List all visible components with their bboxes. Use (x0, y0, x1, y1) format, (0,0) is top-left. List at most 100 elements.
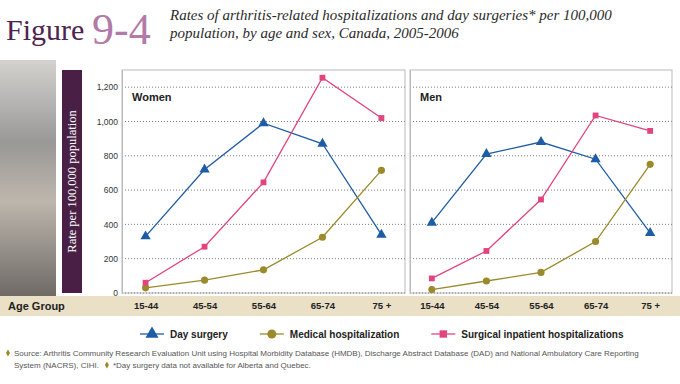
marker (429, 276, 435, 282)
chart-container: Figure9-4Rates of arthritis-related hosp… (0, 0, 680, 384)
legend-swatch (145, 326, 158, 337)
y-tick-label: 600 (104, 185, 118, 195)
x-tick-label: 65-74 (584, 300, 609, 311)
text-line: population, by age and sex, Canada, 2005… (169, 25, 459, 41)
plot-area (140, 75, 386, 292)
marker (647, 161, 654, 168)
text-line: Source: Arthritis Community Research Eva… (14, 349, 639, 358)
series-line (146, 123, 382, 236)
grid-line (410, 224, 672, 225)
source: Source: Arthritis Community Research Eva… (14, 349, 639, 370)
legend-label: Day surgery (170, 329, 228, 340)
x-tick-label: 55-64 (252, 300, 277, 311)
marker (481, 148, 491, 157)
marker (199, 164, 209, 173)
legend-label: Surgical inpatient hospitalizations (461, 329, 624, 340)
marker (261, 179, 267, 185)
y-tick-label: 0 (113, 288, 118, 298)
series-line (432, 142, 650, 233)
y-tick-label: 200 (104, 254, 118, 264)
marker (319, 234, 326, 241)
legend-item: Surgical inpatient hospitalizations (431, 329, 624, 340)
y-tick-label: 1,200 (97, 82, 119, 92)
y-tick: 1,200 (97, 82, 122, 92)
y-axis: 0 200 400 600 800 1,000 1,200 (97, 71, 123, 299)
x-tick-label: 55-64 (529, 300, 554, 311)
y-tick-label: 800 (104, 151, 118, 161)
marker (143, 280, 149, 286)
x-axis-title: Age Group (8, 300, 65, 312)
x-axis: 15-44 45-54 55-64 65-74 75 + (134, 297, 392, 311)
y-axis-line (410, 71, 411, 294)
marker (202, 244, 208, 250)
legend-item: Medical hospitalization (260, 329, 399, 340)
marker (378, 167, 385, 174)
marker (317, 138, 327, 147)
plot-area (427, 113, 656, 293)
grid-line (410, 121, 672, 122)
marker (201, 277, 208, 284)
marker (537, 269, 544, 276)
legend-label: Medical hospitalization (290, 329, 399, 340)
grid-line (122, 258, 405, 259)
grid-line (122, 224, 405, 225)
note: *Day surgery data not available for Albe… (113, 361, 311, 370)
x-tick: 15-44 (420, 297, 445, 311)
panel: 0 200 400 600 800 1,000 1,200 (97, 70, 405, 298)
y-tick: 1,000 (97, 117, 122, 127)
series-line (146, 170, 382, 288)
y-label-bar (62, 70, 82, 293)
series-line (432, 115, 650, 278)
x-tick: 65-74 (311, 297, 336, 311)
y-tick: 600 (104, 185, 122, 195)
text-line: System (NACRS), CIHI. (14, 361, 99, 370)
y-axis (410, 71, 412, 294)
grid-line (122, 87, 405, 88)
x-axis: 15-44 45-54 55-64 65-74 75 + (420, 297, 660, 311)
x-tick-label: 15-44 (134, 300, 159, 311)
x-tick: 45-54 (193, 297, 218, 311)
marker (483, 277, 490, 284)
marker (647, 128, 653, 134)
marker (645, 227, 655, 236)
y-tick-label: 400 (104, 220, 118, 230)
marker (260, 266, 267, 273)
marker (427, 217, 437, 226)
bullet (105, 362, 109, 369)
figure-number: 9-4 (92, 5, 151, 54)
marker (484, 248, 490, 254)
panel (410, 70, 672, 294)
grid-line (122, 155, 405, 156)
marker (536, 136, 546, 145)
legend-swatch (267, 329, 276, 338)
x-tick: 15-44 (134, 297, 159, 311)
x-tick-label: 15-44 (420, 300, 445, 311)
chart-title: Men (420, 91, 442, 103)
grid-line (122, 293, 405, 294)
grid-line (410, 87, 672, 88)
grid-line (410, 155, 672, 156)
marker (538, 197, 544, 203)
series-line (432, 164, 650, 289)
category-band (0, 296, 680, 316)
marker (379, 115, 385, 121)
x-tick-label: 75 + (373, 300, 392, 311)
plot-frame (410, 70, 672, 293)
grid-line (410, 293, 672, 294)
text-line: Rates of arthritis-related hospitalizati… (169, 7, 612, 23)
x-tick-label: 45-54 (475, 300, 500, 311)
chart-title: Women (132, 91, 172, 103)
y-axis-title: Rate per 100,000 population (65, 110, 79, 253)
plot-frame (122, 70, 405, 293)
marker (140, 230, 150, 239)
y-axis-line (122, 71, 123, 294)
y-tick-label: 1,000 (97, 117, 119, 127)
marker (592, 238, 599, 245)
photo (0, 60, 56, 296)
x-tick: 65-74 (584, 297, 609, 311)
x-tick: 45-54 (475, 297, 500, 311)
grid-line (410, 258, 672, 259)
bullet (6, 350, 10, 357)
x-tick: 75 + (641, 297, 660, 311)
marker (320, 75, 326, 81)
